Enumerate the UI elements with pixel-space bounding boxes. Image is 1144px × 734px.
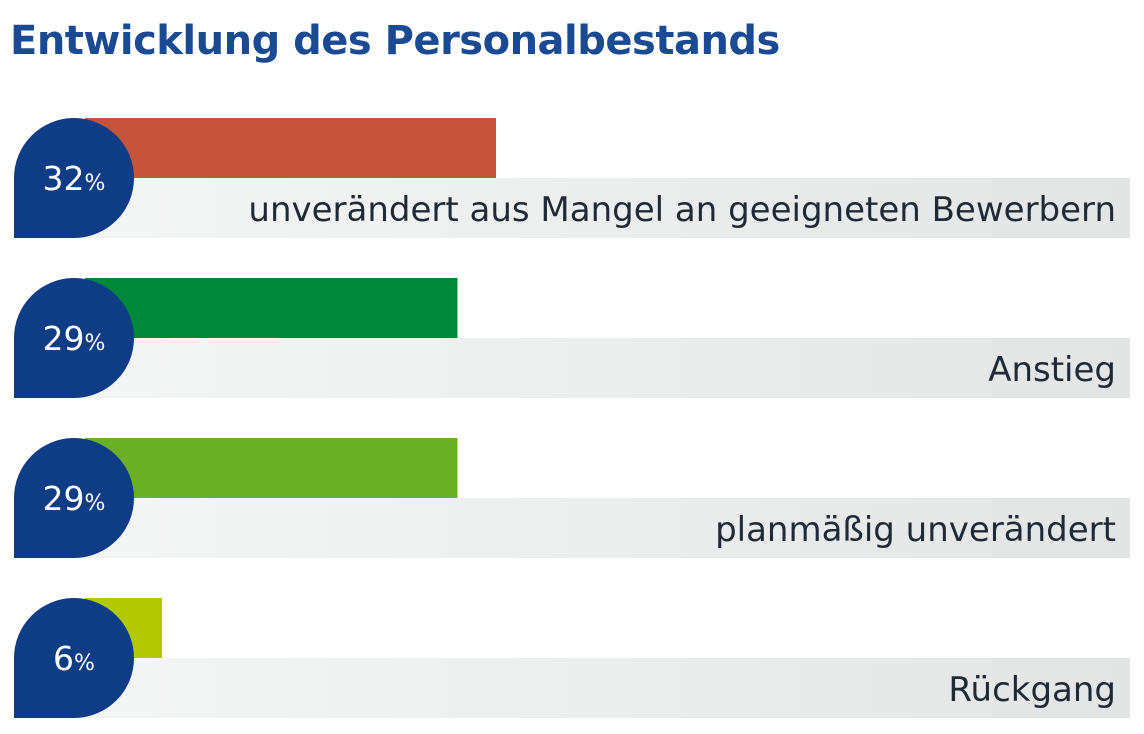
data-label: 32% <box>43 159 106 198</box>
value-bubble <box>14 118 134 238</box>
category-label: Anstieg <box>988 350 1116 390</box>
bar-track <box>14 498 1130 558</box>
data-label: 29% <box>43 319 106 358</box>
bar <box>85 278 458 338</box>
category-label: Rückgang <box>948 670 1116 710</box>
bar-track <box>14 658 1130 718</box>
data-label: 6% <box>53 639 95 678</box>
data-label: 29% <box>43 479 106 518</box>
category-label: planmäßig unverändert <box>715 510 1116 550</box>
bar-track <box>14 178 1130 238</box>
bar <box>85 118 496 178</box>
value-bubble <box>14 598 134 718</box>
category-label: unverändert aus Mangel an geeigneten Bew… <box>248 190 1116 230</box>
value-bubble <box>14 278 134 398</box>
chart-title: Entwicklung des Personalbestands <box>10 18 780 64</box>
value-bubble <box>14 438 134 558</box>
bar-track <box>14 338 1130 398</box>
bar <box>85 438 458 498</box>
